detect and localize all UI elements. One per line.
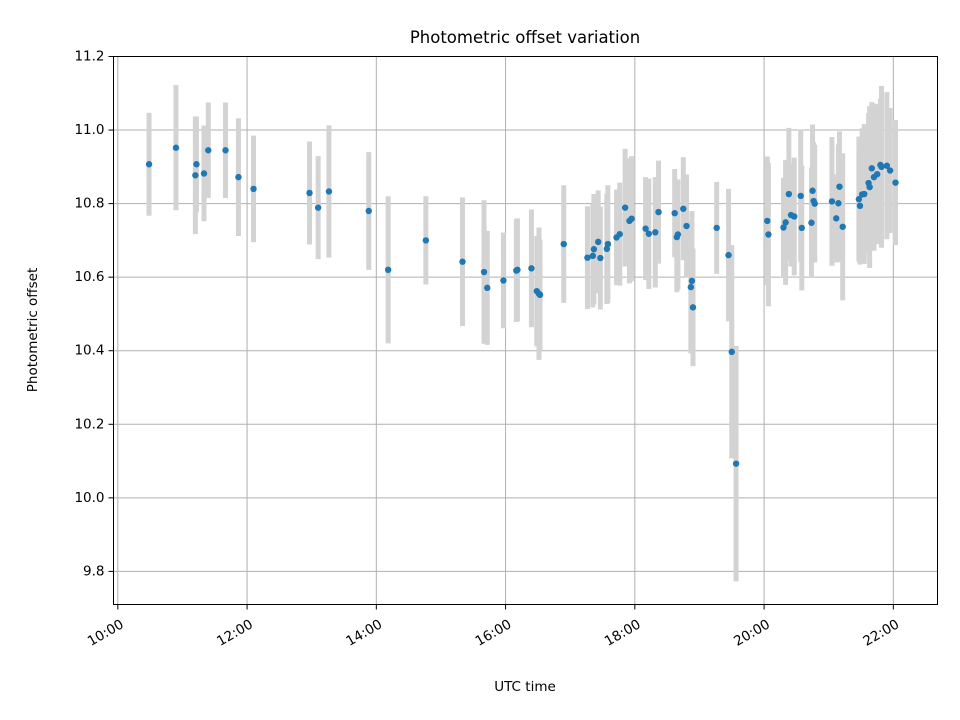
data-point bbox=[514, 266, 521, 274]
data-point bbox=[500, 277, 507, 284]
data-point bbox=[560, 240, 567, 248]
data-point bbox=[886, 167, 894, 174]
data-point bbox=[765, 231, 772, 238]
data-point bbox=[809, 187, 816, 194]
data-point bbox=[459, 258, 466, 265]
data-point bbox=[878, 163, 885, 171]
data-point bbox=[680, 205, 687, 212]
x-axis-label: UTC time bbox=[494, 679, 556, 695]
data-point bbox=[590, 246, 598, 253]
x-tick-label: 16:00 bbox=[473, 616, 515, 649]
data-point bbox=[589, 252, 597, 260]
data-point bbox=[645, 230, 653, 237]
data-point bbox=[603, 245, 611, 253]
y-axis-label: Photometric offset bbox=[25, 268, 41, 392]
data-point bbox=[528, 265, 535, 272]
data-point bbox=[314, 204, 322, 211]
data-point bbox=[192, 172, 199, 179]
data-point bbox=[616, 230, 623, 238]
plot-frame bbox=[113, 56, 938, 605]
data-point bbox=[782, 219, 789, 226]
data-point bbox=[384, 266, 392, 274]
data-point bbox=[597, 254, 604, 262]
data-point bbox=[866, 183, 873, 191]
data-point bbox=[791, 213, 798, 220]
y-tick-label: 9.8 bbox=[83, 563, 104, 579]
data-point bbox=[883, 162, 891, 169]
data-point bbox=[652, 229, 659, 236]
x-tick-label: 10:00 bbox=[85, 616, 127, 649]
data-point bbox=[713, 224, 720, 232]
data-point bbox=[584, 254, 591, 261]
data-point bbox=[728, 348, 735, 356]
data-point bbox=[836, 183, 843, 190]
data-point bbox=[873, 170, 881, 178]
data-point bbox=[222, 147, 229, 154]
data-point bbox=[808, 219, 815, 226]
x-tick-label: 18:00 bbox=[602, 616, 644, 649]
data-point bbox=[604, 240, 612, 248]
y-tick-label: 11.2 bbox=[74, 49, 104, 65]
y-tick-label: 10.6 bbox=[74, 269, 104, 285]
data-point bbox=[861, 190, 868, 198]
data-point bbox=[621, 204, 629, 211]
data-point bbox=[674, 231, 682, 238]
data-point bbox=[250, 185, 257, 193]
data-point bbox=[628, 215, 635, 222]
data-point bbox=[798, 224, 805, 232]
data-point bbox=[145, 161, 153, 168]
data-point bbox=[655, 208, 662, 216]
data-point bbox=[172, 144, 180, 151]
data-point bbox=[689, 304, 697, 311]
data-point bbox=[732, 460, 740, 467]
chart-title: Photometric offset variation bbox=[410, 28, 640, 47]
x-tick-label: 14:00 bbox=[343, 616, 385, 649]
data-point bbox=[306, 189, 313, 197]
data-point bbox=[536, 291, 544, 299]
data-points bbox=[145, 144, 899, 467]
y-tick-label: 11.0 bbox=[74, 122, 104, 138]
y-tick-label: 10.8 bbox=[74, 196, 104, 212]
x-tick-label: 20:00 bbox=[731, 616, 773, 649]
error-bars bbox=[146, 85, 898, 582]
data-point bbox=[365, 207, 372, 215]
data-point bbox=[595, 238, 602, 246]
data-point bbox=[205, 147, 212, 154]
data-point bbox=[764, 217, 771, 225]
x-tick-label: 22:00 bbox=[860, 616, 902, 649]
data-point bbox=[671, 209, 678, 217]
data-point bbox=[785, 190, 793, 198]
data-point bbox=[200, 170, 208, 177]
data-point bbox=[811, 200, 818, 207]
y-tick-label: 10.2 bbox=[74, 416, 104, 432]
y-tick-label: 10.4 bbox=[74, 343, 104, 359]
data-point bbox=[797, 192, 804, 200]
data-point bbox=[833, 215, 840, 222]
data-point bbox=[683, 222, 690, 230]
data-point bbox=[892, 179, 899, 186]
data-point bbox=[422, 237, 430, 244]
data-point bbox=[325, 188, 333, 195]
data-point bbox=[642, 225, 649, 232]
data-point bbox=[687, 283, 695, 291]
data-point bbox=[828, 198, 836, 205]
data-point bbox=[725, 251, 732, 259]
data-point bbox=[780, 224, 787, 231]
data-point bbox=[688, 277, 696, 285]
x-tick-label: 12:00 bbox=[214, 616, 256, 649]
data-point bbox=[868, 165, 875, 172]
data-point bbox=[235, 173, 242, 181]
data-point bbox=[193, 161, 200, 168]
data-point bbox=[856, 202, 864, 210]
data-point bbox=[839, 223, 846, 230]
data-point bbox=[480, 268, 488, 276]
data-point bbox=[855, 196, 863, 203]
data-point bbox=[835, 200, 842, 207]
y-tick-label: 10.0 bbox=[74, 490, 104, 506]
data-point bbox=[484, 284, 491, 292]
